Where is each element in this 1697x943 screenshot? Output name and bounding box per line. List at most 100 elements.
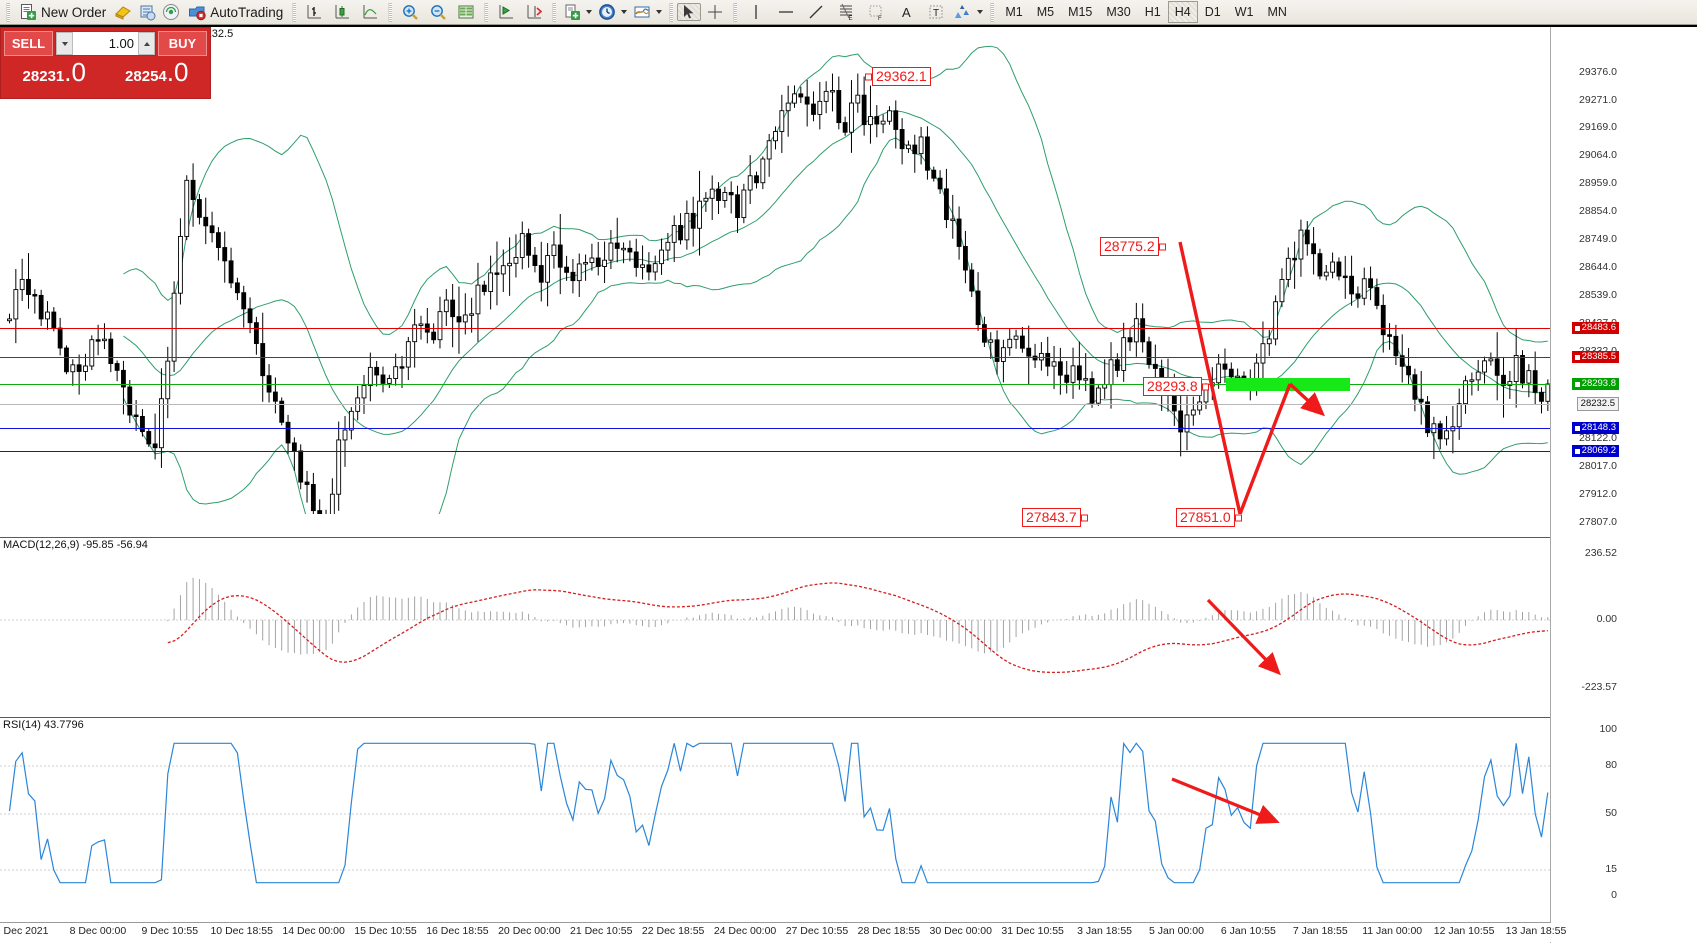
time-axis-label: 6 Jan 10:55 (1220, 925, 1276, 937)
zoom-in-icon[interactable] (401, 3, 419, 21)
timeframe-h1[interactable]: H1 (1144, 5, 1161, 19)
annotation-entry[interactable]: 28293.8 (1143, 377, 1202, 396)
time-axis-label: 5 Jan 00:00 (1149, 925, 1204, 937)
cursor-icon[interactable] (677, 3, 702, 21)
timeframe-m1[interactable]: M1 (1005, 5, 1023, 19)
support-line-blue-1[interactable] (0, 428, 1551, 429)
period-icon (598, 3, 616, 21)
price-tag-blue[interactable]: 28069.2 (1571, 445, 1619, 457)
price-tag-blue[interactable]: 28148.3 (1571, 422, 1619, 434)
horizontal-line-icon[interactable] (777, 3, 795, 21)
chevron-down-icon[interactable] (621, 10, 628, 14)
time-axis-label: 8 Dec 00:00 (69, 925, 127, 937)
line-chart-icon[interactable] (361, 3, 379, 21)
timeframe-w1[interactable]: W1 (1234, 5, 1254, 19)
buy-price-main: 28254 (125, 68, 167, 85)
toolbar-separator (552, 2, 557, 22)
price-axis-label: 29271.0 (1579, 94, 1617, 106)
chevron-down-icon[interactable] (656, 10, 663, 14)
price-axis-label: 28959.0 (1579, 177, 1617, 189)
chart-container[interactable]: JPN225-,H4 28185.0 28252.5 28167.5 28232… (0, 25, 1697, 943)
buy-button[interactable]: BUY (158, 31, 207, 56)
time-axis-label: 3 Jan 18:55 (1077, 925, 1133, 937)
time-axis-label: 27 Dec 10:55 (785, 925, 849, 937)
chevron-down-icon[interactable] (977, 10, 984, 14)
resistance-line-2[interactable] (0, 357, 1551, 358)
timeframe-m5[interactable]: M5 (1036, 5, 1055, 19)
market-watch-icon[interactable] (138, 3, 156, 21)
price-plot (7, 45, 1551, 514)
signals-icon[interactable] (162, 3, 180, 21)
text-icon[interactable]: A (901, 4, 911, 20)
volume-increment[interactable] (138, 32, 155, 55)
main-toolbar: New Order (0, 0, 1697, 25)
time-axis-label: 10 Dec 18:55 (210, 925, 273, 937)
macd-axis-label: -223.57 (1581, 681, 1617, 693)
time-axis-label: 7 Jan 18:55 (1292, 925, 1348, 937)
crosshair-icon[interactable] (706, 3, 724, 21)
autotrading-button[interactable]: AutoTrading (183, 1, 288, 23)
shift-chart-icon[interactable] (497, 3, 515, 21)
buy-price[interactable]: 28254 .0 (107, 59, 208, 95)
sell-price[interactable]: 28231 .0 (4, 59, 105, 95)
time-axis-label: 14 Dec 00:00 (282, 925, 345, 937)
price-tag-gray[interactable]: 28232.5 (1576, 397, 1619, 411)
zoom-out-icon[interactable] (429, 3, 447, 21)
volume-stepper[interactable]: 1.00 (55, 31, 156, 56)
bar-chart-icon[interactable] (305, 3, 323, 21)
rsi-pane[interactable]: RSI(14) 43.7796 (0, 717, 1551, 917)
time-axis-label: Dec 2021 (3, 925, 49, 937)
indicators-button[interactable] (630, 1, 665, 23)
macd-plot (0, 577, 1551, 674)
price-tag-green[interactable]: 28293.8 (1571, 378, 1619, 390)
candlestick-chart-icon[interactable] (333, 3, 351, 21)
macd-axis-label: 0.00 (1596, 613, 1617, 625)
toolbar-separator (6, 2, 10, 22)
price-axis[interactable]: 29376.0 29271.0 29169.0 29064.0 28959.0 28854… (1551, 27, 1621, 556)
bollinger-band (123, 110, 1548, 435)
price-pane[interactable]: 29362.1 28775.2 28293.8 27843.7 27851.0 (0, 27, 1551, 527)
resistance-line-1[interactable] (0, 328, 1551, 329)
timeframe-mn[interactable]: MN (1267, 5, 1287, 19)
period-button[interactable] (595, 1, 630, 23)
support-line-green[interactable] (0, 384, 1551, 385)
vertical-line-icon[interactable] (747, 3, 765, 21)
timeframe-d1[interactable]: D1 (1204, 5, 1221, 19)
time-axis-label: 30 Dec 00:00 (929, 925, 992, 937)
trendline-icon[interactable] (807, 3, 825, 21)
annotation-swing-high[interactable]: 28775.2 (1100, 237, 1159, 256)
timeframe-h4[interactable]: H4 (1167, 1, 1198, 23)
shapes-button[interactable] (951, 1, 986, 23)
annotation-low-left[interactable]: 27843.7 (1022, 508, 1081, 527)
templates-button[interactable] (560, 1, 595, 23)
macd-axis-label: 236.52 (1584, 547, 1617, 559)
new-order-button[interactable]: New Order (14, 1, 111, 23)
timeframe-m30[interactable]: M30 (1106, 5, 1131, 19)
channel-icon[interactable]: F (867, 3, 885, 21)
data-window-icon[interactable] (457, 3, 475, 21)
text-label-icon[interactable]: T (927, 3, 945, 21)
price-tag-red[interactable]: 28385.5 (1571, 351, 1619, 363)
rsi-axis-label: 15 (1605, 863, 1617, 875)
timeframe-m15[interactable]: M15 (1068, 5, 1093, 19)
macd-pane[interactable]: MACD(12,26,9) -95.85 -56.94 (0, 537, 1551, 702)
annotation-target-low[interactable]: 27851.0 (1176, 508, 1235, 527)
price-tag-red[interactable]: 28483.6 (1571, 322, 1619, 334)
new-order-icon (19, 3, 37, 21)
demand-zone-marker[interactable] (1226, 378, 1350, 391)
volume-value[interactable]: 1.00 (108, 36, 134, 51)
expert-advisor-icon[interactable] (114, 3, 132, 21)
volume-decrement[interactable] (56, 32, 73, 55)
support-line-blue-2[interactable] (0, 451, 1551, 452)
time-axis[interactable]: Dec 2021 8 Dec 00:00 9 Dec 10:55 10 Dec 18:… (0, 922, 1566, 942)
timeframe-group: M1 M5 M15 M30 H1 H4 D1 W1 MN (998, 1, 1294, 23)
fibonacci-icon[interactable]: E (837, 3, 855, 21)
price-axis-label: 28644.0 (1579, 261, 1617, 273)
sell-button[interactable]: SELL (4, 31, 53, 56)
chevron-down-icon[interactable] (586, 10, 593, 14)
buy-price-decimal: .0 (166, 57, 189, 87)
auto-scroll-icon[interactable] (525, 3, 543, 21)
one-click-trading-panel[interactable]: SELL 1.00 BUY 28231 .0 (0, 27, 211, 99)
current-price-line[interactable] (0, 404, 1551, 405)
annotation-high[interactable]: 29362.1 (872, 67, 931, 86)
